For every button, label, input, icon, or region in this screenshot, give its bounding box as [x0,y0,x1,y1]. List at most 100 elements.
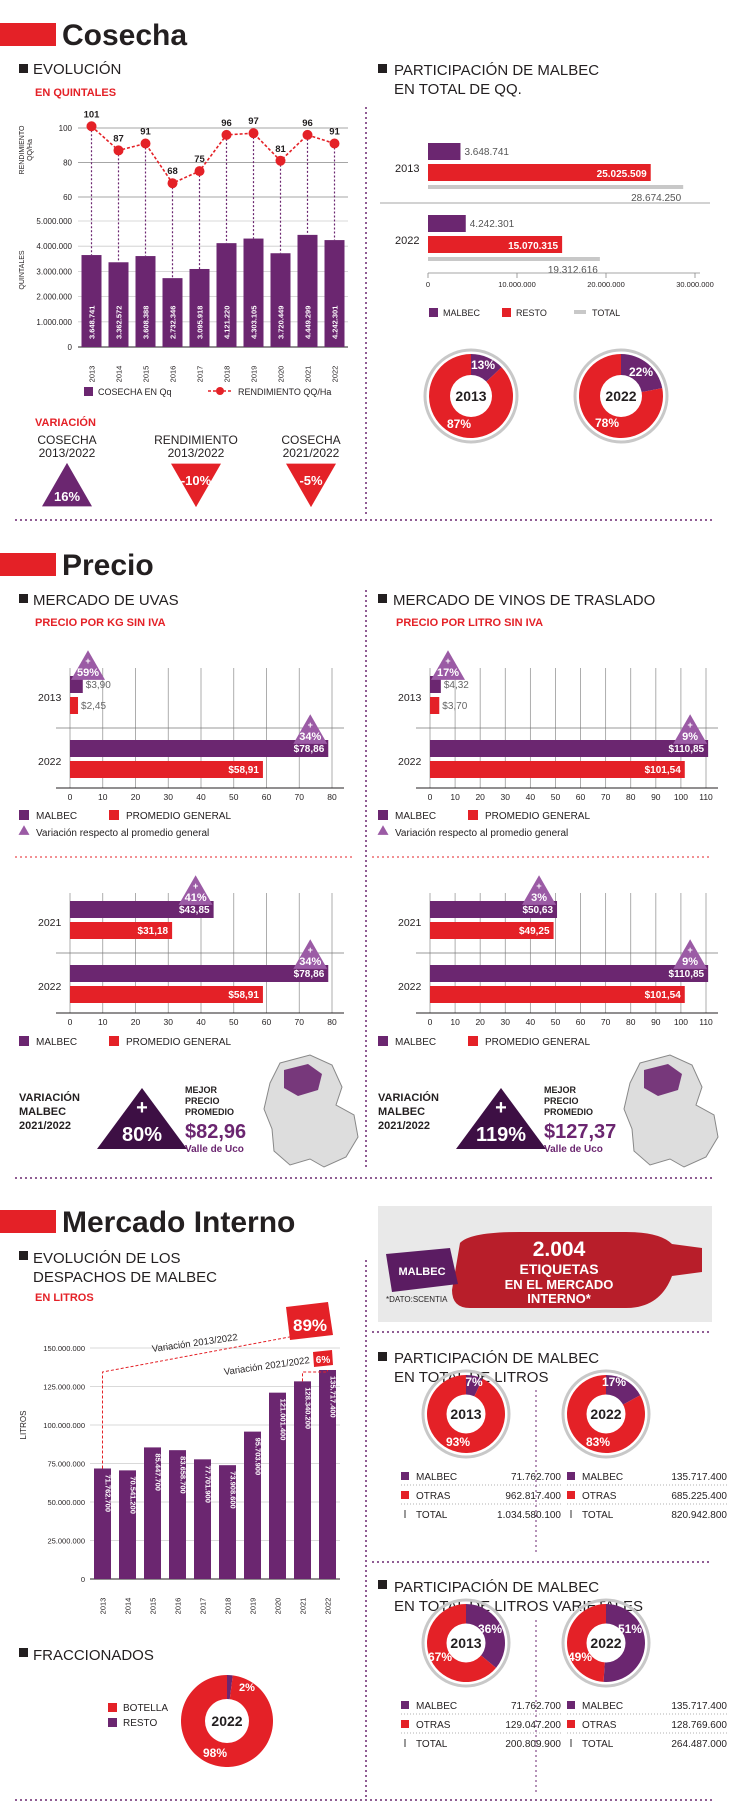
cosecha-year-label: 2018 [223,366,232,383]
despachos-bar [94,1468,111,1579]
qq-resto-value: 15.070.315 [508,241,558,252]
qq-total-value: 28.674.250 [631,193,681,204]
uvas-a-promedio-value: $58,91 [228,765,259,776]
uvas-mejor-label: MEJOR [185,1085,218,1095]
qq-malbec-bar [428,143,461,160]
varietales-title: PARTICIPACIÓN DE MALBEC [394,1579,599,1596]
legend-swatch-cosecha [84,387,93,396]
donut-pct-label: 67% [428,1650,452,1664]
cosecha-bar-value: 3.362.572 [115,306,124,339]
donut-pct-label: 13% [471,358,495,372]
legend-promedio: PROMEDIO GENERAL [126,811,231,822]
donut-malbec-slice [466,1604,506,1668]
vinos-a-year-label: 2022 [398,756,422,768]
legend-swatch-malbec [19,1036,29,1046]
uvas-b-tick-label: 40 [196,1017,206,1027]
section-title-precio: Precio [62,549,154,582]
uvas-a-malbec-value: $78,86 [294,744,325,755]
donut-outer-ring [561,1598,651,1688]
vinos-b-malbec-value: $50,63 [522,905,553,916]
variation-value: 34% [299,956,321,968]
vinos-a-tick-label: 20 [475,792,485,802]
vinos-b-promedio-bar [430,986,685,1003]
cosecha-bar-value: 4.242.301 [331,306,340,339]
despachos-tick-label: 100.000.000 [43,1421,85,1430]
uvas-b-tick-label: 70 [295,1017,305,1027]
vinos-var-label: VARIACIÓN [378,1091,439,1104]
etiquetas-note: *DATO:SCENTIA [386,1295,448,1304]
section-title-cosecha: Cosecha [62,19,187,52]
rend-point [248,128,259,139]
vinos-b-tick-label: 60 [576,1017,586,1027]
legend-swatch-botella [108,1703,117,1712]
despachos-y-label: LITROS [19,1411,28,1440]
var1-value: 89% [293,1316,327,1335]
variacion-down-triangle [286,463,336,508]
despachos-tick-label: 75.000.000 [47,1460,85,1469]
legend-swatch-promedio [468,810,478,820]
var2-label: Variación 2021/2022 [223,1355,310,1378]
uvas-title: MERCADO DE UVAS [33,592,179,609]
qq-tick-label: 30.000.000 [676,280,714,289]
vinos-b-tick-label: 30 [501,1017,511,1027]
despachos-tick-label: 25.000.000 [47,1537,85,1546]
particip-qq-title: PARTICIPACIÓN DE MALBEC [394,62,599,79]
variacion-item-label: 2013/2022 [168,446,225,460]
table-row-label: OTRAS [582,1720,617,1731]
uvas-a-tick-label: 40 [196,792,206,802]
uvas-a-promedio-bar [70,761,263,778]
rend-axis-label: RENDIMIENTO [19,125,26,174]
despachos-year-label: 2014 [124,1598,133,1615]
vinos-var-sign: + [495,1097,507,1119]
variacion-item-value: 16% [54,489,80,504]
table-row-value: 685.225.400 [671,1491,727,1502]
variation-plus: + [308,945,313,955]
despachos-year-label: 2016 [174,1598,183,1615]
vinos-b-tick-label: 20 [475,1017,485,1027]
bullet-square [378,64,387,73]
vinos-b-promedio-value: $49,25 [519,926,550,937]
bullet-square [19,64,28,73]
donut-hole [446,1394,486,1434]
vinos-a-variation-badge [431,650,465,680]
variation-value: 41% [185,892,207,904]
vinos-a-malbec-bar [430,676,441,693]
vinos-b-year-label: 2021 [398,917,422,929]
table-swatch [401,1720,409,1728]
despachos-year-label: 2018 [224,1598,233,1615]
table-swatch-total [570,1739,572,1747]
variation-plus: + [536,881,541,891]
donut-outer-ring [423,348,519,444]
table-row-value: 129.047.200 [505,1720,561,1731]
rend-tick-label: 80 [63,159,72,168]
uvas-a-variation-badge [71,650,105,680]
uvas-a-malbec-value: $3,90 [86,680,111,691]
uvas-a-year-label: 2013 [38,692,62,704]
despachos-tick-label: 0 [81,1575,85,1584]
bullet-square [378,1580,387,1589]
vinos-a-tick-label: 80 [626,792,636,802]
table-row-value: 71.762.700 [511,1701,561,1712]
donut-pct-label: 83% [586,1435,610,1449]
section-red-bar [0,1210,56,1233]
qq-tick-label: 10.000.000 [498,280,536,289]
etiquetas-line: EN EL MERCADO [505,1277,614,1292]
legend-malbec: MALBEC [36,1037,77,1048]
donut-hole [600,375,642,417]
table-row-value: 820.942.800 [671,1510,727,1521]
legend-swatch-resto [502,308,511,317]
uvas-b-malbec-value: $78,86 [294,969,325,980]
rend-point [302,129,313,140]
vinos-a-malbec-bar [430,740,709,757]
legend-rend-dot [216,387,224,395]
uvas-var-label: 2021/2022 [19,1120,71,1132]
donut-year-label: 2013 [450,1406,481,1422]
vinos-a-variation-badge [673,714,708,744]
cosecha-bar [135,256,156,347]
qq-resto-value: 25.025.509 [597,169,647,180]
cosecha-year-label: 2019 [250,366,259,383]
uvas-var-label: VARIACIÓN [19,1091,80,1104]
etiquetas-line: ETIQUETAS [519,1261,598,1277]
variation-plus: + [687,945,692,955]
bullet-square [19,594,28,603]
